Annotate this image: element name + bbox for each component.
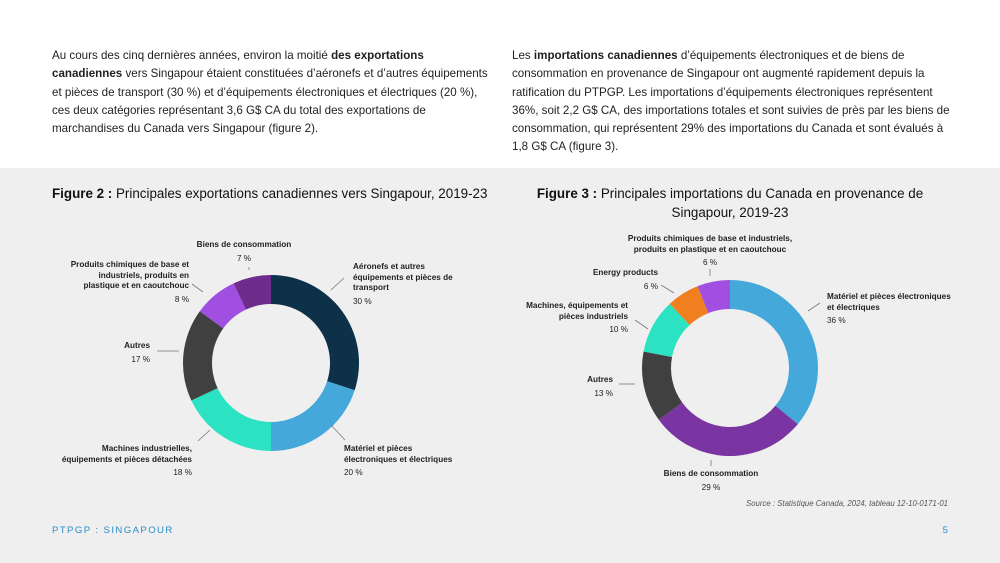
slice-name: Produits chimiques de base et industriel… xyxy=(627,234,793,254)
slice-label-energy-imports: Energy products 6 % xyxy=(570,268,658,292)
imports-text-end: d’équipements électroniques et de biens … xyxy=(512,49,950,154)
slice-name: Autres xyxy=(124,341,150,350)
slice-percent: 18 % xyxy=(173,468,192,478)
donut-slice xyxy=(199,283,246,329)
donut-slice xyxy=(183,311,224,401)
slice-percent: 30 % xyxy=(353,296,372,306)
slice-label-machines-exports: Machines industrielles, équipements et p… xyxy=(52,444,192,479)
slice-label-materiel-exports: Matériel et pièces électroniques et élec… xyxy=(344,444,464,479)
slice-name: Matériel et pièces électroniques et élec… xyxy=(827,292,951,312)
slice-name: Biens de consommation xyxy=(196,240,292,249)
donut-slice xyxy=(271,381,355,451)
slice-name: Biens de consommation xyxy=(663,469,759,478)
donut-slice xyxy=(642,351,683,420)
leader-line xyxy=(660,284,675,294)
slice-name: Aéronefs et autres équipements et pièces… xyxy=(353,262,453,293)
slice-percent: 6 % xyxy=(643,281,658,291)
leader-lines xyxy=(157,267,821,466)
leader-line xyxy=(330,277,345,291)
leader-line xyxy=(191,283,204,293)
leader-line xyxy=(330,424,346,441)
slice-label-aeronefs: Aéronefs et autres équipements et pièces… xyxy=(353,262,463,307)
slice-label-materiel-imports: Matériel et pièces électroniques et élec… xyxy=(827,292,952,327)
slice-name: Machines industrielles, équipements et p… xyxy=(61,444,192,464)
figure-3-title: Figure 3 : Principales importations du C… xyxy=(520,184,940,222)
slice-name: Machines, équipements et pièces industri… xyxy=(526,301,628,321)
figures-panel xyxy=(0,168,1000,563)
slice-percent: 8 % xyxy=(174,294,189,304)
exports-paragraph: Au cours des cinq dernières années, envi… xyxy=(52,47,492,138)
donut-slice xyxy=(697,280,730,314)
slice-name: Matériel et pièces électroniques et élec… xyxy=(344,444,453,464)
slice-label-biens-exports: Biens de consommation 7 % xyxy=(184,240,304,264)
exports-text-start: Au cours des cinq dernières années, envi… xyxy=(52,49,332,62)
imports-text-start: Les xyxy=(512,49,534,62)
slice-label-autres-imports: Autres 13 % xyxy=(553,375,613,399)
donut-slice xyxy=(643,303,690,357)
donut-slice xyxy=(658,402,798,457)
leader-line xyxy=(807,302,821,312)
slice-label-machines-imports: Machines, équipements et pièces industri… xyxy=(520,301,628,336)
slice-percent: 29 % xyxy=(701,482,721,492)
donut-slice xyxy=(191,388,271,451)
donut-slice xyxy=(271,275,359,391)
figure-3-label: Figure 3 : xyxy=(536,186,598,201)
footer-title: PTPGP : SINGAPOUR xyxy=(52,525,174,536)
figure-2-title: Figure 2 : Principales exportations cana… xyxy=(52,184,502,203)
slice-percent: 6 % xyxy=(702,258,718,268)
slice-label-biens-imports: Biens de consommation 29 % xyxy=(641,469,781,493)
figure-2-label: Figure 2 : xyxy=(52,186,113,201)
slice-label-chimiques-exports: Produits chimiques de base et industriel… xyxy=(64,260,189,305)
donut-slice xyxy=(233,275,271,310)
donut-slice xyxy=(669,286,709,325)
figure-2-caption: Principales exportations canadiennes ver… xyxy=(112,186,488,201)
slice-name: Autres xyxy=(587,375,613,384)
slice-percent: 10 % xyxy=(609,325,628,335)
slice-percent: 17 % xyxy=(131,354,150,364)
slice-percent: 7 % xyxy=(236,253,252,263)
slice-percent: 20 % xyxy=(344,468,363,478)
source-note: Source : Statistique Canada, 2024, table… xyxy=(746,499,948,508)
slice-name: Produits chimiques de base et industriel… xyxy=(70,260,189,291)
exports-donut-chart xyxy=(183,275,359,451)
exports-text-bold: des exportations canadiennes xyxy=(52,49,424,81)
intro-section: Au cours des cinq dernières années, envi… xyxy=(0,0,1000,168)
leader-line xyxy=(197,429,211,442)
page-number: 5 xyxy=(942,525,948,536)
donut-slice xyxy=(730,280,819,425)
slice-label-autres-exports: Autres 17 % xyxy=(90,341,150,365)
slice-name: Energy products xyxy=(592,268,658,277)
leader-line xyxy=(634,319,649,330)
slice-percent: 36 % xyxy=(827,316,846,326)
exports-text-end: vers Singapour étaient constituées d’aér… xyxy=(52,67,488,136)
slice-percent: 13 % xyxy=(594,388,613,398)
imports-paragraph: Les importations canadiennes d’équipemen… xyxy=(512,47,952,157)
figure-3-caption: Principales importations du Canada en pr… xyxy=(597,186,924,220)
imports-donut-chart xyxy=(642,280,819,457)
imports-text-bold: importations canadiennes xyxy=(533,49,678,62)
slice-label-chimiques-imports: Produits chimiques de base et industriel… xyxy=(614,234,806,269)
